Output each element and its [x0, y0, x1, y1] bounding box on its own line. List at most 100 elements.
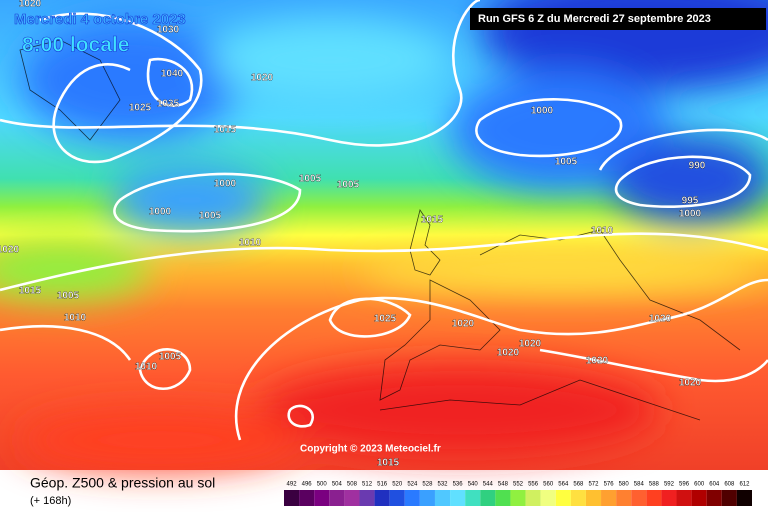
colorbar-cell — [721, 490, 737, 506]
isobar-label: 995 — [682, 196, 699, 207]
colorbar-label: 576 — [604, 482, 615, 488]
colorbar-cell — [284, 490, 300, 506]
colorbar-label: 592 — [664, 482, 675, 488]
isobar-label: 1025 — [374, 314, 397, 325]
isobar-label: 1005 — [555, 157, 578, 168]
colorbar-cell — [616, 490, 632, 506]
colorbar-label: 612 — [739, 482, 750, 488]
isobar-label: 1010 — [135, 362, 158, 373]
colorbar-cell — [344, 490, 360, 506]
colorbar-label: 544 — [483, 482, 494, 488]
footer-title: Géop. Z500 & pression au sol — [30, 475, 215, 491]
colorbar-cell — [404, 490, 420, 506]
isobar-label: 1005 — [199, 211, 222, 222]
colorbar-cell — [525, 490, 541, 506]
colorbar-label: 508 — [347, 482, 358, 488]
isobar-label: 1005 — [299, 174, 322, 185]
isobar-label: 1005 — [159, 352, 182, 363]
colorbar-cell — [661, 490, 677, 506]
colorbar-cell — [631, 490, 647, 506]
isobar-label: 1035 — [157, 99, 180, 110]
colorbar-label: 512 — [362, 482, 373, 488]
colorbar-cell — [676, 490, 692, 506]
colorbar-cell — [495, 490, 511, 506]
colorbar-label: 608 — [724, 482, 735, 488]
colorbar-cell — [374, 490, 390, 506]
isobar-label: 1000 — [214, 179, 237, 190]
colorbar-label: 584 — [634, 482, 645, 488]
isobar-label: 990 — [689, 161, 706, 172]
isobar-label: 1010 — [239, 238, 262, 249]
isobar-label: 1030 — [157, 25, 180, 36]
isobar-label: 1020 — [497, 348, 520, 359]
colorbar-cell — [434, 490, 451, 506]
colorbar-cell — [585, 490, 602, 506]
isobar-label: 1020 — [0, 245, 20, 256]
isobar-label: 1040 — [161, 69, 184, 80]
isobar-label: 1000 — [149, 207, 172, 218]
colorbar-label: 572 — [588, 482, 599, 488]
colorbar-label: 504 — [332, 482, 343, 488]
isobar-label: 1015 — [214, 125, 237, 136]
colorbar-label: 496 — [302, 482, 313, 488]
isobar-label: 1020 — [19, 0, 42, 10]
isobar-label: 1015 — [19, 286, 42, 297]
colorbar-cell — [646, 490, 662, 506]
isobar-label: 1000 — [531, 106, 554, 117]
colorbar-cell — [691, 490, 707, 506]
colorbar-cell — [329, 490, 345, 506]
colorbar-label: 596 — [679, 482, 690, 488]
colorbar-cell — [299, 490, 315, 506]
colorbar-label: 500 — [317, 482, 328, 488]
isobar-label: 1005 — [337, 180, 360, 191]
colorbar-cell — [706, 490, 722, 506]
footer-lead: (+ 168h) — [30, 495, 71, 507]
colorbar-cell — [419, 490, 435, 506]
colorbar-cell — [465, 490, 481, 506]
colorbar-label: 548 — [498, 482, 509, 488]
run-banner — [470, 8, 766, 30]
colorbar-cell — [389, 490, 405, 506]
colorbar-label: 516 — [377, 482, 388, 488]
colorbar-label: 540 — [468, 482, 479, 488]
isobar-label: 1020 — [251, 73, 274, 84]
colorbar-label: 560 — [543, 482, 554, 488]
isobar-label: 1020 — [519, 339, 542, 350]
colorbar-cell — [540, 490, 556, 506]
isobars — [0, 0, 768, 440]
colorbar-cell — [450, 490, 466, 506]
colorbar-cell — [601, 490, 617, 506]
colorbar-cell — [510, 490, 526, 506]
colorbar-label: 528 — [422, 482, 433, 488]
colorbar-label: 580 — [619, 482, 630, 488]
colorbar-cell — [555, 490, 571, 506]
isobar-label: 1015 — [421, 215, 444, 226]
valid-date: Mercredi 4 octobre 2023 — [14, 11, 186, 28]
colorbar-label: 556 — [528, 482, 539, 488]
colorbar-label: 588 — [649, 482, 660, 488]
isobar-label: 1020 — [452, 319, 475, 330]
local-time: 8:00 locale — [22, 34, 129, 57]
isobar-label: 1000 — [679, 209, 702, 220]
isobar-label: 1020 — [649, 314, 672, 325]
colorbar: 492 496 500 504 508 512 516 520 524 528 532 536 540 5… — [284, 482, 752, 506]
colorbar-label: 536 — [453, 482, 464, 488]
copyright: Copyright © 2023 Meteociel.fr — [300, 444, 441, 455]
colorbar-label: 532 — [438, 482, 449, 488]
colorbar-label: 568 — [573, 482, 584, 488]
colorbar-label: 524 — [407, 482, 418, 488]
isobar-labels: 1020 1030 1040 1025 1035 1020 1015 1000 1005 990 9… — [0, 0, 706, 469]
isobar-label: 1025 — [129, 103, 152, 114]
colorbar-cell — [359, 490, 375, 506]
colorbar-cell — [480, 490, 496, 506]
colorbar-label: 604 — [709, 482, 720, 488]
colorbar-cell — [736, 490, 752, 506]
map-field — [0, 0, 768, 470]
colorbar-label: 564 — [558, 482, 569, 488]
isobar-label: 1020 — [679, 378, 702, 389]
isobar-label: 1005 — [57, 291, 80, 302]
run-info: Run GFS 6 Z du Mercredi 27 septembre 202… — [478, 13, 711, 25]
colorbar-label: 520 — [392, 482, 403, 488]
